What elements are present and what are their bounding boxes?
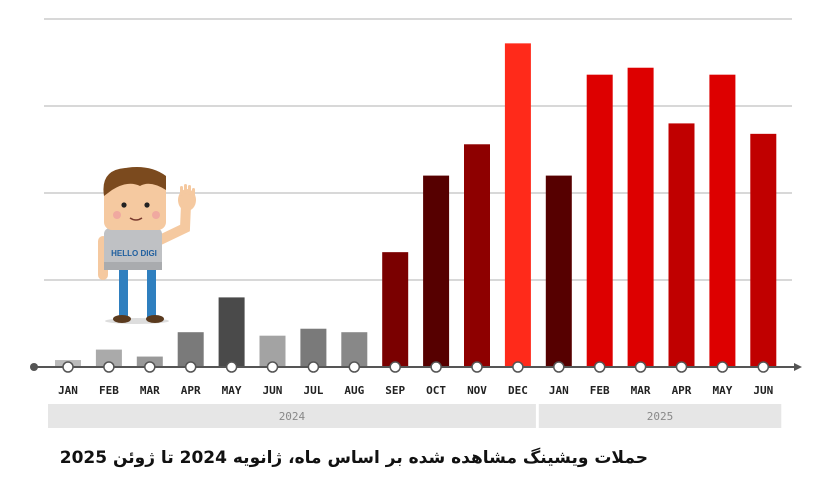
bars (55, 43, 777, 368)
axis-start-dot (30, 363, 38, 371)
bar (464, 144, 490, 367)
axis-marker (62, 361, 74, 373)
bar (341, 332, 368, 367)
x-tick-label: FEB (590, 384, 610, 397)
axis-marker (103, 361, 115, 373)
gridlines (44, 18, 792, 281)
x-tick-label: APR (672, 384, 692, 397)
year-label: 2025 (647, 410, 674, 423)
axis-marker (471, 361, 483, 373)
axis-marker (348, 361, 361, 373)
bar (586, 74, 613, 368)
year-band (48, 404, 536, 428)
x-tick-label: JUN (263, 384, 283, 397)
bar (627, 67, 654, 367)
x-axis (30, 361, 802, 373)
axis-marker (307, 361, 320, 373)
axis-marker (634, 361, 647, 373)
x-tick-label: FEB (99, 384, 119, 397)
axis-marker (430, 361, 442, 373)
x-tick-label: APR (181, 384, 201, 397)
x-tick-label: MAY (712, 384, 732, 397)
bar (504, 43, 531, 368)
bar (218, 297, 245, 367)
year-groups: 2024 2025 (48, 404, 782, 428)
bar (545, 175, 572, 367)
x-tick-label: JAN (549, 384, 569, 397)
bar (300, 328, 327, 367)
x-tick-label: JUN (753, 384, 773, 397)
x-tick-label: NOV (467, 384, 487, 397)
axis-arrow (794, 363, 802, 371)
mascot-shirt-text: HELLO DIGI (111, 249, 157, 258)
x-tick-label: JUL (303, 384, 323, 397)
year-label: 2024 (279, 410, 306, 423)
axis-marker (553, 361, 565, 373)
bar (668, 123, 695, 368)
year-band (538, 404, 782, 428)
axis-marker (716, 361, 729, 373)
chart-caption: حملات ویشینگ مشاهده شده بر اساس ماه، ژان… (59, 448, 648, 468)
axis-marker (184, 361, 197, 373)
x-tick-label: MAR (140, 384, 160, 397)
x-tick-label: DEC (508, 384, 528, 397)
axis-marker (512, 361, 524, 373)
x-tick-label: SEP (385, 384, 405, 397)
axis-marker (389, 361, 401, 373)
x-tick-label: AUG (344, 384, 364, 397)
x-tick-label: OCT (426, 384, 446, 397)
bar (382, 252, 409, 367)
bar (709, 74, 736, 368)
x-tick-label: MAR (631, 384, 651, 397)
bar (423, 175, 450, 367)
axis-marker (593, 361, 606, 373)
mascot-illustration: HELLO DIGI (98, 167, 196, 324)
axis-marker (225, 361, 238, 373)
axis-marker (144, 361, 156, 373)
x-tick-label: MAY (222, 384, 242, 397)
axis-marker (266, 361, 279, 373)
bar (750, 133, 777, 367)
axis-marker (675, 361, 688, 373)
axis-marker (757, 361, 770, 373)
bar (95, 349, 122, 367)
x-tick-labels: JAN FEB MAR APR MAY JUN JUL AUG SEP OCT NOV DEC JAN F… (58, 384, 773, 397)
x-tick-label: JAN (58, 384, 78, 397)
bar (177, 332, 204, 367)
